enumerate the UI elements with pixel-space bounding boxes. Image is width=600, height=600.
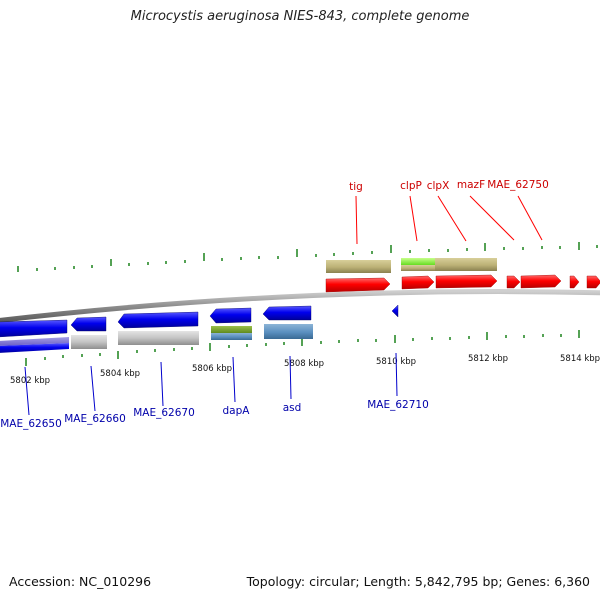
tick-label: 5812 kbp [468,354,508,364]
feature-box-clpP-bottom[interactable] [401,265,435,271]
gene-arrow-dapA[interactable] [209,307,252,324]
gene-arrow-forward-7[interactable] [586,275,600,289]
feature-box-MAE_62660[interactable] [71,335,107,349]
gene-label-clpP[interactable]: clpP [400,180,422,192]
reverse-gene-labels: MAE_62650 MAE_62660 MAE_62670 dapA asd M… [0,399,429,430]
gene-arrow-MAE_62710[interactable] [391,304,399,318]
tick-label: 5808 kbp [284,359,324,369]
gene-arrow-MAE_62750[interactable] [520,274,562,289]
feature-box-MAE_62650[interactable] [0,337,69,346]
map-title: Microcystis aeruginosa NIES-843, complet… [130,9,470,24]
gene-label-MAE_62750[interactable]: MAE_62750 [487,179,549,191]
gene-label-MAE_62670[interactable]: MAE_62670 [133,407,195,419]
gene-label-asd[interactable]: asd [283,402,302,414]
reverse-genes [0,304,399,338]
reverse-features [0,324,313,353]
feature-box-tig[interactable] [326,260,391,273]
forward-leader-lines [355,195,543,245]
forward-gene-labels: tig clpP clpX mazF MAE_62750 [349,179,549,193]
feature-box-asd[interactable] [264,324,313,339]
feature-box-MAE_62670[interactable] [118,331,199,345]
genome-backbone [0,289,600,323]
forward-genes [325,274,600,293]
gene-label-clpX[interactable]: clpX [427,180,450,192]
tick-label: 5802 kbp [10,376,50,386]
gene-arrow-MAE_62660[interactable] [70,316,107,332]
gene-arrow-mazF[interactable] [506,275,521,289]
tick-label: 5804 kbp [100,369,140,379]
gene-arrow-clpX[interactable] [435,274,498,289]
accession-text: Accession: NC_010296 [9,574,152,589]
gene-arrow-tig[interactable] [325,277,391,293]
feature-box-clpX[interactable] [435,258,497,271]
gene-arrow-asd[interactable] [262,305,312,321]
reverse-leader-lines [24,352,398,416]
gene-label-MAE_62650[interactable]: MAE_62650 [0,418,62,430]
tick-label: 5814 kbp [560,354,600,364]
forward-tick-marks [17,242,598,272]
gene-label-tig[interactable]: tig [349,181,363,193]
gene-label-MAE_62660[interactable]: MAE_62660 [64,413,126,425]
feature-box-clpP-top[interactable] [401,258,435,265]
gene-arrow-MAE_62650[interactable] [0,319,68,338]
tick-label: 5806 kbp [192,364,232,374]
gene-label-MAE_62710[interactable]: MAE_62710 [367,399,429,411]
gene-arrow-MAE_62670[interactable] [117,311,199,329]
genome-summary-text: Topology: circular; Length: 5,842,795 bp… [246,574,590,589]
gene-label-dapA[interactable]: dapA [223,405,251,417]
gene-arrow-clpP[interactable] [401,275,435,290]
forward-features [326,258,497,273]
feature-box-dapA-top[interactable] [211,326,252,333]
gene-label-mazF[interactable]: mazF [457,179,485,191]
reverse-tick-marks [25,330,580,366]
gene-arrow-forward-6[interactable] [569,275,580,289]
tick-labels: 5802 kbp 5804 kbp 5806 kbp 5808 kbp 5810… [10,354,600,386]
feature-box-MAE_62650-lower[interactable] [0,343,69,353]
feature-box-dapA-bottom[interactable] [211,333,252,340]
